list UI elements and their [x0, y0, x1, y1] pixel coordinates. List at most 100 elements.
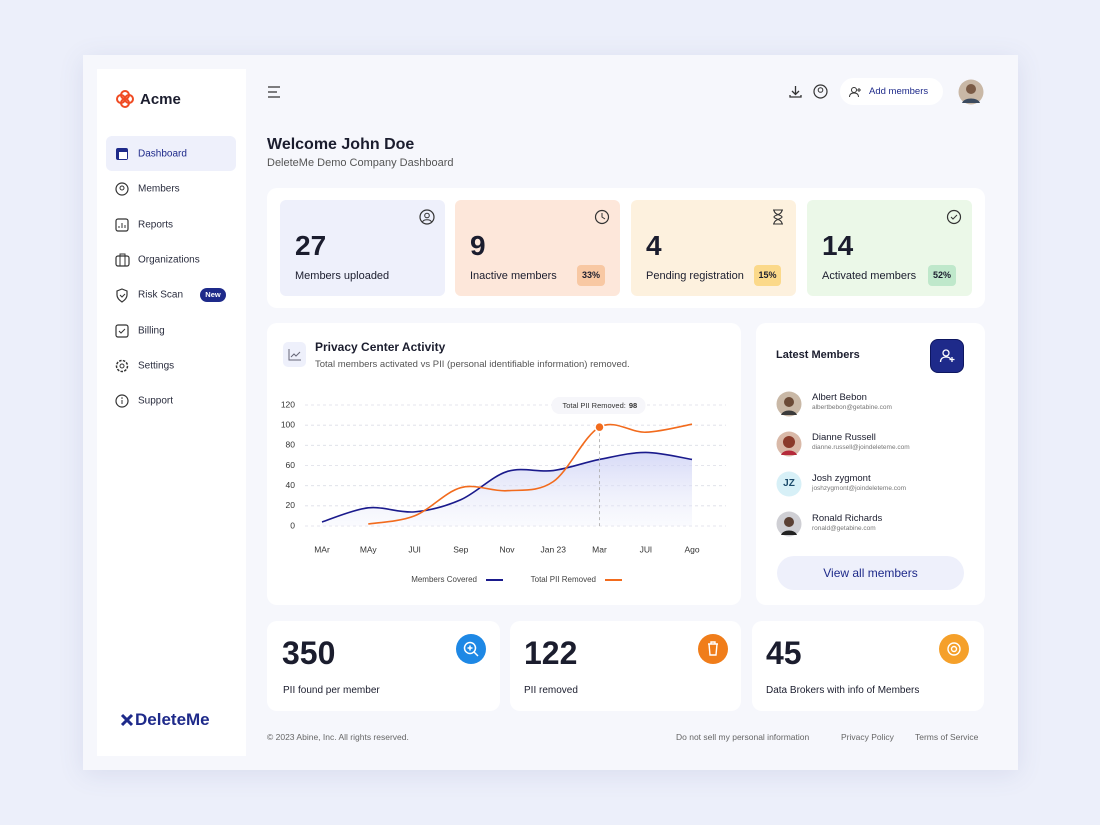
summary-icon	[939, 634, 969, 664]
nav-item[interactable]: Reports	[138, 219, 174, 231]
stat-label: Activated members	[822, 270, 917, 282]
footer-link[interactable]: Do not sell my personal information	[676, 732, 810, 742]
nav-item[interactable]: Organizations	[138, 254, 200, 266]
chart-icon	[283, 342, 306, 367]
summary-card	[510, 621, 741, 711]
stat-badge: 33%	[577, 265, 605, 286]
member-name: Dianne Russell	[812, 432, 876, 443]
summary-value: 45	[766, 635, 802, 671]
legend-label: Members Covered	[411, 575, 477, 584]
x-tick-label: Mar	[592, 544, 607, 554]
nav-icon	[116, 288, 128, 303]
highlight-point	[594, 421, 605, 433]
y-tick-label: 20	[286, 500, 296, 510]
latest-members-title: Latest Members	[776, 349, 860, 361]
x-tick-label: MAy	[360, 544, 378, 554]
summary-card	[752, 621, 984, 711]
member-email: joshzygmont@joindeleteme.com	[812, 485, 907, 492]
tooltip: Total PII Removed: 98	[563, 401, 638, 410]
new-badge: New	[200, 288, 226, 302]
add-member-icon	[939, 349, 955, 363]
footer-link[interactable]: Privacy Policy	[841, 732, 894, 742]
x-tick-label: Sep	[453, 544, 468, 554]
stat-card	[280, 200, 445, 296]
stat-icon	[419, 209, 435, 225]
x-tick-label: MAr	[314, 544, 330, 554]
x-tick-label: Nov	[499, 544, 515, 554]
nav-item[interactable]: Members	[138, 183, 180, 195]
y-tick-label: 120	[281, 399, 295, 409]
legend-label: Total PII Removed	[531, 575, 596, 584]
avatar-initials: JZ	[783, 478, 795, 489]
tooltip-value: 98	[629, 401, 637, 410]
stat-label: Pending registration	[646, 270, 744, 282]
summary-label: Data Brokers with info of Members	[766, 685, 920, 696]
deleteme-logo: DeleteMe	[135, 710, 210, 729]
x-tick-label: Jan 23	[540, 544, 566, 554]
stat-badge: 15%	[754, 265, 781, 286]
stat-value: 4	[646, 230, 662, 261]
chart-subtitle: Total members activated vs PII (personal…	[315, 359, 630, 370]
nav-item[interactable]: Dashboard	[138, 148, 187, 160]
nav-item[interactable]: Billing	[138, 325, 165, 337]
member-name: Josh zygmont	[812, 473, 871, 484]
x-tick-label: Ago	[684, 544, 699, 554]
brand-icon	[116, 90, 134, 108]
add-members-label[interactable]: Add members	[869, 86, 929, 97]
stat-icon	[946, 209, 962, 225]
footer-link[interactable]: Terms of Service	[915, 732, 979, 742]
nav-item[interactable]: Risk Scan	[138, 289, 184, 301]
page-subtitle: DeleteMe Demo Company Dashboard	[267, 157, 454, 169]
member-name: Ronald Richards	[812, 513, 883, 524]
tooltip-box	[551, 397, 646, 414]
x-tick-label: JUl	[640, 544, 652, 554]
nav-item[interactable]: Support	[138, 395, 174, 407]
x-tick-label: JUl	[408, 544, 420, 554]
summary-icon	[698, 634, 728, 664]
deleteme-icon	[120, 713, 134, 727]
stat-value: 9	[470, 230, 486, 261]
chart-title: Privacy Center Activity	[315, 340, 446, 354]
user-avatar[interactable]	[958, 79, 984, 105]
stat-icon	[594, 209, 610, 225]
download-icon[interactable]	[788, 84, 803, 99]
member-avatars	[776, 391, 802, 537]
y-tick-label: 60	[286, 460, 296, 470]
summary-value: 122	[524, 635, 578, 671]
nav-icon	[115, 182, 129, 196]
area-fill	[322, 452, 692, 526]
nav-icon	[115, 218, 129, 232]
y-tick-label: 0	[290, 520, 295, 530]
tooltip-label: Total PII Removed:	[563, 401, 626, 410]
brand-name: Acme	[140, 91, 181, 108]
y-tick-label: 100	[281, 419, 295, 429]
nav-icon	[115, 253, 130, 267]
account-icon[interactable]	[813, 84, 828, 99]
stat-label: Members uploaded	[295, 270, 390, 282]
stat-value: 27	[295, 230, 327, 261]
avatar	[776, 471, 802, 497]
summary-label: PII removed	[524, 685, 578, 696]
nav-icon	[115, 394, 129, 408]
y-tick-label: 80	[286, 440, 296, 450]
nav-icon	[115, 324, 129, 338]
stat-badge: 52%	[928, 265, 956, 286]
add-members-button[interactable]	[840, 78, 943, 105]
nav-item[interactable]: Settings	[138, 360, 175, 372]
nav-icon	[116, 148, 128, 160]
nav-icon	[115, 359, 129, 373]
summary-icon	[456, 634, 486, 664]
copyright: © 2023 Abine, Inc. All rights reserved.	[267, 732, 409, 742]
member-email: dianne.russell@joindeleteme.com	[812, 444, 910, 451]
summary-label: PII found per member	[283, 685, 380, 696]
summary-value: 350	[282, 635, 336, 671]
page-title: Welcome John Doe	[267, 136, 415, 153]
menu-icon[interactable]	[267, 86, 281, 98]
series-line	[321, 451, 693, 523]
view-all-button[interactable]: View all members	[777, 556, 964, 590]
member-email: albertbebon@getabine.com	[812, 404, 892, 411]
stat-label: Inactive members	[470, 270, 557, 282]
stat-icon	[773, 209, 783, 225]
